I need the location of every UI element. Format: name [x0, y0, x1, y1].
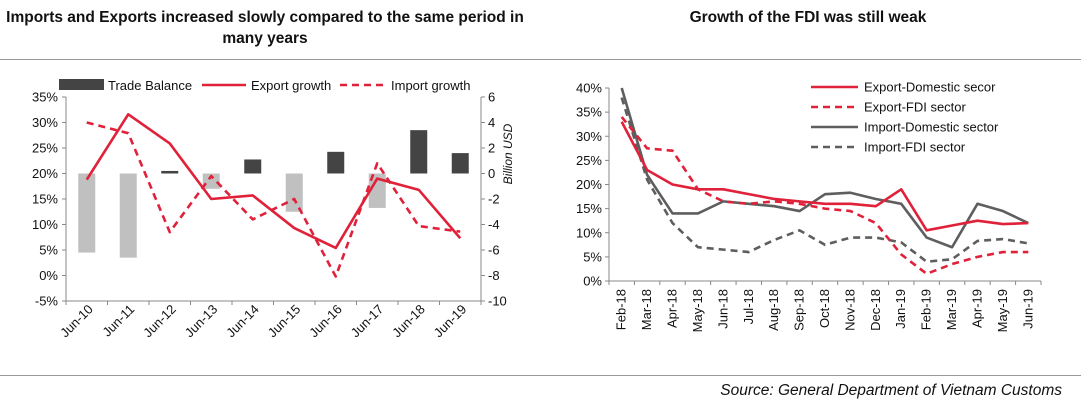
right-y-tick-label: 6 — [488, 90, 495, 105]
bottom-divider — [0, 375, 1081, 376]
x-tick-label: Mar-19 — [944, 289, 959, 330]
y-tick-label: 5% — [583, 249, 602, 264]
left-y-tick-label: 35% — [32, 90, 58, 105]
right-y-tick-label: -6 — [488, 243, 500, 258]
left-chart-title: Imports and Exports increased slowly com… — [6, 9, 524, 47]
source-note: Source: General Department of Vietnam Cu… — [720, 382, 1062, 399]
right-y-tick-label: -4 — [488, 217, 500, 232]
export-fdi-sector-line — [620, 116, 1029, 276]
x-tick-label: Feb-19 — [919, 289, 934, 330]
x-tick-label: Jun-19 — [1020, 289, 1035, 329]
x-tick-label: Apr-18 — [665, 289, 680, 328]
x-tick-label: Aug-18 — [766, 289, 781, 331]
x-tick-label: Jan-19 — [893, 289, 908, 329]
trade-balance-bar — [327, 151, 345, 174]
y-tick-label: 30% — [576, 129, 602, 144]
top-divider — [0, 59, 1081, 60]
right-y-tick-label: -8 — [488, 268, 500, 283]
left-y-tick-label: 5% — [39, 243, 58, 258]
y-tick-label: 35% — [576, 105, 602, 120]
left-y-tick-label: 30% — [32, 115, 58, 130]
left-y-tick-label: 0% — [39, 268, 58, 283]
y-tick-label: 20% — [576, 177, 602, 192]
x-tick-label: Mar-18 — [639, 289, 654, 330]
y-tick-label: 40% — [576, 81, 602, 96]
legend-label: Import-FDI sector — [864, 140, 966, 155]
right-y-tick-label: 2 — [488, 141, 495, 156]
y-tick-label: 10% — [576, 225, 602, 240]
legend-label: Export-Domestic secor — [864, 80, 996, 95]
x-tick-label: May-19 — [995, 289, 1010, 332]
x-tick-label: Jun-18 — [715, 289, 730, 329]
y-tick-label: 15% — [576, 201, 602, 216]
right-y-tick-label: 4 — [488, 115, 495, 130]
left-y-tick-label: -5% — [35, 294, 59, 309]
x-tick-label: May-18 — [690, 289, 705, 332]
legend-label: Import-Domestic sector — [864, 120, 999, 135]
import-growth-line — [86, 121, 461, 278]
left-y-tick-label: 10% — [32, 217, 58, 232]
left-y-tick-label: 25% — [32, 141, 58, 156]
right-y-axis-label: Billion USD — [501, 123, 515, 184]
trade-balance-bar — [244, 159, 262, 174]
left-y-tick-label: 15% — [32, 192, 58, 207]
export-growth-line — [85, 113, 462, 250]
trade-balance-bar — [78, 173, 96, 253]
trade-balance-bar — [410, 130, 428, 174]
legend-label: Export-FDI sector — [864, 100, 967, 115]
legend-trade-balance-label: Trade Balance — [108, 78, 192, 93]
trade-balance-bar — [285, 173, 303, 212]
legend-trade-balance-swatch — [59, 79, 104, 90]
trade-balance-bar — [119, 173, 137, 258]
right-y-tick-label: -2 — [488, 192, 500, 207]
x-tick-label: Feb-18 — [614, 289, 629, 330]
x-tick-label: Oct-18 — [817, 289, 832, 328]
right-y-tick-label: 0 — [488, 166, 495, 181]
x-tick-label: Jul-18 — [741, 289, 756, 324]
right-chart-title: Growth of the FDI was still weak — [689, 9, 927, 26]
trade-balance-bar — [161, 170, 179, 174]
right-y-tick-label: -10 — [488, 294, 507, 309]
legend-import-growth-label: Import growth — [391, 78, 470, 93]
import-domestic-sector-line — [620, 87, 1029, 249]
x-tick-label: Sep-18 — [792, 289, 807, 331]
y-tick-label: 25% — [576, 153, 602, 168]
left-y-tick-label: 20% — [32, 166, 58, 181]
x-tick-label: Apr-19 — [969, 289, 984, 328]
export-domestic-secor-line — [620, 121, 1029, 232]
legend-export-growth-label: Export growth — [251, 78, 331, 93]
x-tick-label: Dec-18 — [868, 289, 883, 331]
trade-balance-bar — [202, 173, 220, 189]
y-tick-label: 0% — [583, 274, 602, 289]
import-fdi-sector-line — [620, 97, 1029, 264]
trade-balance-bar — [368, 173, 386, 208]
trade-balance-bar — [451, 153, 469, 174]
x-tick-label: Nov-18 — [842, 289, 857, 331]
